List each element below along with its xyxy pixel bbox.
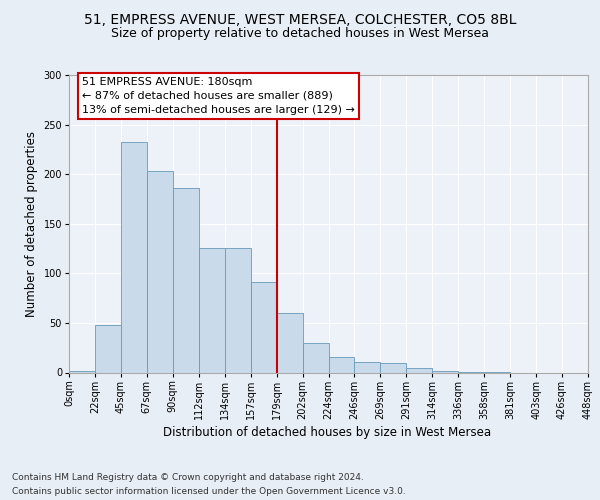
- Text: Size of property relative to detached houses in West Mersea: Size of property relative to detached ho…: [111, 28, 489, 40]
- Text: Contains public sector information licensed under the Open Government Licence v3: Contains public sector information licen…: [12, 488, 406, 496]
- Bar: [277, 313, 302, 372]
- Bar: [380, 362, 406, 372]
- Text: 51, EMPRESS AVENUE, WEST MERSEA, COLCHESTER, CO5 8BL: 51, EMPRESS AVENUE, WEST MERSEA, COLCHES…: [84, 12, 516, 26]
- Bar: [121, 142, 147, 372]
- Bar: [355, 362, 380, 372]
- Bar: [406, 368, 432, 372]
- Bar: [225, 248, 251, 372]
- Y-axis label: Number of detached properties: Number of detached properties: [25, 130, 38, 317]
- Bar: [147, 171, 173, 372]
- Bar: [173, 188, 199, 372]
- Bar: [95, 325, 121, 372]
- Text: Distribution of detached houses by size in West Mersea: Distribution of detached houses by size …: [163, 426, 491, 439]
- Bar: [199, 248, 224, 372]
- Text: 51 EMPRESS AVENUE: 180sqm
← 87% of detached houses are smaller (889)
13% of semi: 51 EMPRESS AVENUE: 180sqm ← 87% of detac…: [82, 77, 355, 115]
- Bar: [302, 343, 329, 372]
- Bar: [251, 282, 277, 372]
- Bar: [433, 370, 458, 372]
- Bar: [329, 356, 355, 372]
- Text: Contains HM Land Registry data © Crown copyright and database right 2024.: Contains HM Land Registry data © Crown c…: [12, 472, 364, 482]
- Bar: [69, 370, 95, 372]
